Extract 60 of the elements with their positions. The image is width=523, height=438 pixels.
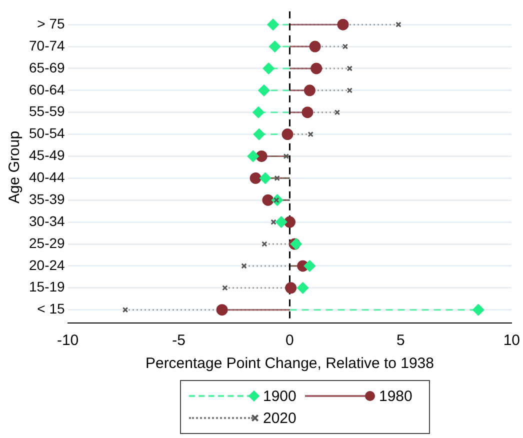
y-tick-label: 30-34 (28, 212, 66, 229)
point (216, 304, 228, 316)
x-tick-label: -5 (172, 332, 186, 350)
point (472, 304, 484, 316)
point (304, 84, 316, 96)
point (269, 40, 281, 52)
y-tick-label: 20-24 (28, 256, 66, 273)
point (270, 219, 276, 225)
point (337, 18, 349, 30)
y-tick-label: 70-74 (28, 37, 66, 54)
y-tick-label: 50-54 (28, 125, 66, 142)
point (241, 263, 247, 269)
point (304, 260, 316, 272)
point (267, 18, 279, 30)
y-tick-label: 55-59 (28, 103, 66, 120)
x-tick-label: 5 (396, 332, 405, 350)
x-tick-label: 0 (286, 332, 294, 350)
y-tick-label: 45-49 (28, 147, 66, 164)
point (302, 106, 314, 118)
y-tick-label: > 75 (37, 15, 66, 32)
point (260, 172, 272, 184)
point (262, 194, 274, 206)
legend-label: 2020 (263, 410, 296, 426)
point (258, 84, 270, 96)
point (285, 282, 297, 294)
y-tick-label: 25-29 (28, 234, 66, 251)
y-tick-label: 15-19 (28, 278, 66, 295)
point (247, 150, 259, 162)
y-tick-label: 65-69 (28, 59, 66, 76)
legend-label: 1900 (263, 388, 296, 404)
point (297, 282, 309, 294)
point (253, 128, 265, 140)
point (308, 131, 314, 138)
point (396, 22, 402, 28)
point (276, 216, 288, 228)
point (222, 285, 228, 291)
y-tick-label: 40-44 (28, 169, 66, 186)
point (250, 172, 262, 184)
y-tick-label: 60-64 (28, 81, 66, 98)
point (346, 88, 353, 94)
point (309, 40, 321, 52)
y-tick-label: < 15 (37, 300, 66, 317)
x-axis-title: Percentage Point Change, Relative to 1938 (145, 355, 434, 372)
legend-label: 1980 (379, 388, 412, 404)
point (284, 216, 296, 228)
point (122, 306, 128, 313)
point (334, 109, 340, 116)
point (283, 153, 290, 160)
point (262, 241, 268, 247)
x-tick-label: -10 (56, 332, 79, 350)
point (310, 62, 322, 74)
point (346, 66, 353, 72)
x-tick-label: 10 (503, 332, 520, 350)
point (256, 150, 268, 162)
point (252, 106, 264, 118)
point (282, 128, 294, 140)
y-axis-title: Age Group (6, 130, 24, 204)
point (262, 62, 274, 74)
y-tick-label: 35-39 (28, 190, 66, 207)
point (342, 44, 348, 50)
